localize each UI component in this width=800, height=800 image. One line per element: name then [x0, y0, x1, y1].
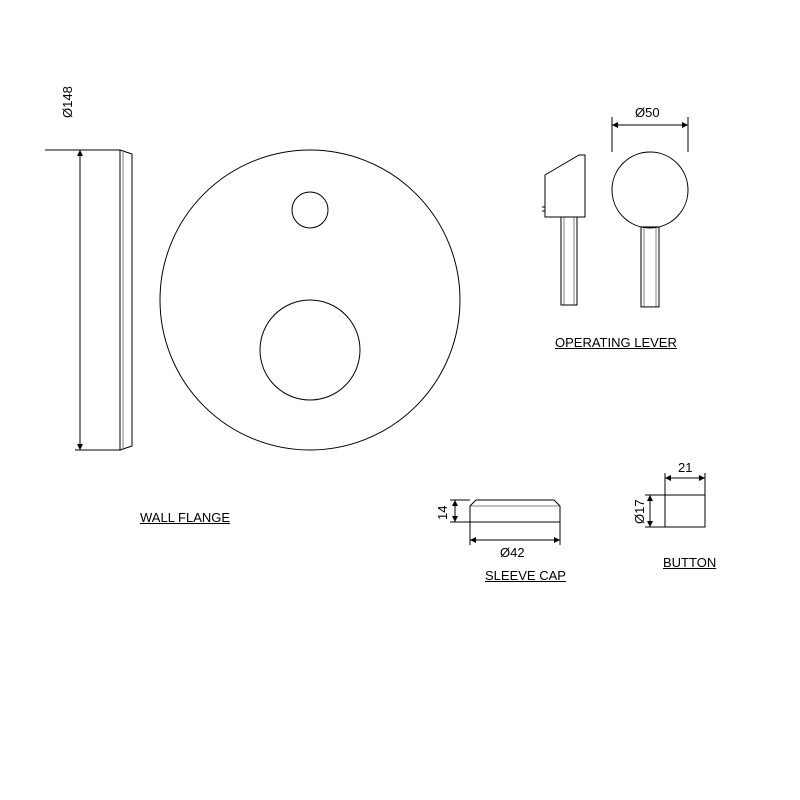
button-label: BUTTON	[663, 555, 716, 570]
sleeve-cap-h-dim: 14	[435, 506, 450, 520]
operating-lever-label: OPERATING LEVER	[555, 335, 677, 350]
sleeve-cap-label: SLEEVE CAP	[485, 568, 566, 583]
wall-flange-dim: Ø148	[60, 86, 75, 118]
button-w-dim: 21	[678, 460, 692, 475]
wall-flange-label: WALL FLANGE	[140, 510, 230, 525]
button-h-dim: Ø17	[632, 499, 647, 524]
operating-lever-dim: Ø50	[635, 105, 660, 120]
sleeve-cap-w-dim: Ø42	[500, 545, 525, 560]
